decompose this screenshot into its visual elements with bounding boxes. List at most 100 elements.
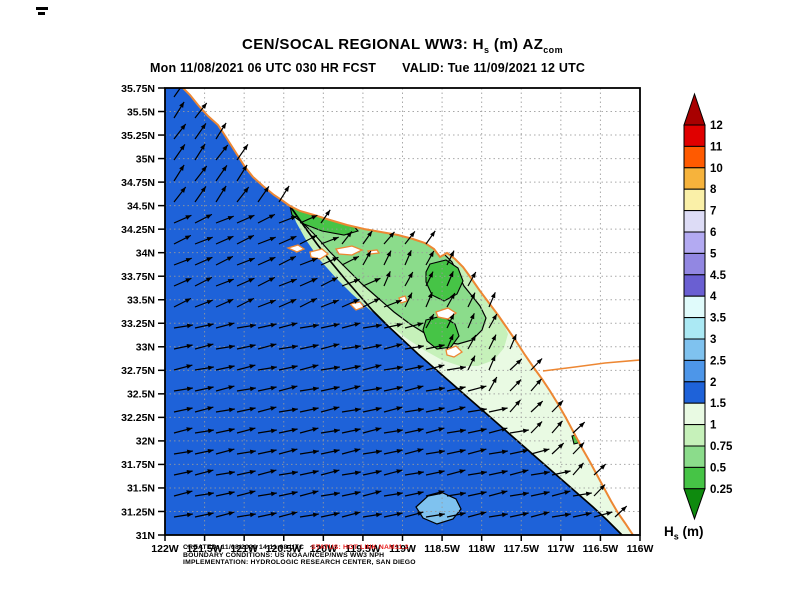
colorbar-title: Hs (m) (664, 524, 754, 542)
land-area (183, 88, 640, 535)
colorbar: 12 11 10 8 7 6 5 4.5 4 3.5 3 2.5 2 1.5 1 0.75 0.5 0.25 (683, 92, 733, 521)
lon-tick-label: 121.5W (186, 543, 222, 555)
lat-tick-label: 31.5N (127, 483, 155, 495)
hs-region-0p25m (425, 259, 464, 302)
lat-tick-label: 33N (136, 342, 155, 354)
lat-tick-label: 32N (136, 436, 155, 448)
colorbar-label: 7 (710, 206, 716, 218)
footer-line-2: BOUNDARY CONDITIONS: US NOAA/NCEP/NWS WW… (183, 552, 416, 560)
map-layers (165, 88, 640, 535)
forecast-time-line: Mon 11/08/2021 06 UTC 030 HR FCST VALID: … (150, 61, 585, 75)
colorbar-title-unit: (m) (678, 524, 704, 539)
lat-tick-label: 33.25N (121, 318, 155, 330)
corner-mark-bar (36, 7, 48, 10)
colorbar-label: 0.25 (710, 484, 733, 496)
colorbar-label: 8 (710, 184, 717, 196)
implementation-label: IMPLEMENTATION: HYDROLOGIC RESEARCH CENT… (183, 559, 416, 567)
lon-tick-label: 117.5W (503, 543, 539, 555)
lon-tick-label: 118W (468, 543, 495, 555)
colorbar-cell (683, 167, 706, 190)
colorbar-label: 1.5 (710, 398, 727, 410)
channel-islands (286, 244, 464, 358)
lon-tick-label: 119W (389, 543, 416, 555)
map-axes: 35.75N 35.5N 35.25N 35N 34.75N 34.5N 34.25N 34N… (121, 83, 653, 555)
lon-tick-label: 116.5W (583, 543, 619, 555)
lon-tick-label: 118.5W (424, 543, 460, 555)
lat-tick-label: 32.5N (127, 389, 155, 401)
status-label: STATUS: HOT LINK NAM11.2 (311, 544, 409, 551)
lat-tick-label: 33.5N (127, 295, 155, 307)
lon-tick-label: 116W (627, 543, 654, 555)
lat-tick-label: 32.25N (121, 412, 155, 424)
colorbar-cell (683, 338, 706, 361)
us-mexico-border (542, 359, 640, 372)
colorbar-arrow-top (683, 92, 706, 126)
lat-tick-label: 35.75N (121, 83, 155, 95)
colorbar-label: 0.5 (710, 462, 727, 474)
island (334, 245, 364, 256)
colorbar-label: 11 (710, 141, 723, 153)
colorbar-label: 3.5 (710, 313, 727, 325)
colorbar-label: 6 (710, 227, 716, 239)
colorbar-arrow-bottom (683, 488, 706, 521)
colorbar-cell (683, 445, 706, 468)
lat-tick-label: 31.25N (121, 506, 155, 518)
lon-tick-label: 120.5W (266, 543, 302, 555)
lon-tick-label: 121W (230, 543, 258, 555)
colorbar-label: 4.5 (710, 270, 727, 282)
colorbar-label: 2.5 (710, 355, 727, 367)
created-label: CREATED: 11/08/2021 14:11:08 UTC (183, 544, 305, 551)
footer-line-3: IMPLEMENTATION: HYDROLOGIC RESEARCH CENT… (183, 559, 416, 567)
lat-tick-label: 34.75N (121, 177, 155, 189)
lat-tick-label: 34N (136, 247, 155, 259)
lat-tick-label: 35N (136, 153, 155, 165)
plot-corner-mark (36, 6, 52, 18)
colorbar-label: 10 (710, 163, 723, 175)
lat-tick-label: 31N (136, 530, 155, 542)
colorbar-label: 2 (710, 377, 716, 389)
colorbar-cell (683, 188, 706, 212)
colorbar-title-sub: s (673, 531, 679, 542)
colorbar-cell (683, 274, 706, 297)
island (398, 295, 408, 304)
colorbar-label: 12 (710, 120, 723, 132)
lat-tick-label: 31.75N (121, 459, 155, 471)
colorbar-cell (683, 295, 706, 319)
title-sub-az: com (543, 45, 563, 55)
title-units: (m) AZ (489, 36, 544, 53)
lat-tick-label: 34.5N (127, 200, 155, 212)
boundary-conditions-label: BOUNDARY CONDITIONS: US NOAA/NCEP/NWS WW… (183, 551, 385, 559)
lat-tick-label: 35.25N (121, 130, 155, 142)
colorbar-cell (683, 210, 706, 233)
title-main: CEN/SOCAL REGIONAL WW3: H (242, 36, 484, 53)
colorbar-cell (683, 252, 706, 276)
corner-mark-bar (38, 12, 45, 15)
page-title: CEN/SOCAL REGIONAL WW3: Hs (m) AZcom (165, 36, 640, 55)
colorbar-label: 1 (710, 420, 717, 432)
island (286, 244, 306, 253)
wave-direction-arrows (173, 88, 628, 518)
lat-tick-label: 34.25N (121, 224, 155, 236)
colorbar-label: 3 (710, 334, 716, 346)
colorbar-cell (683, 145, 706, 169)
colorbar-label: 0.75 (710, 441, 733, 453)
colorbar-cell (683, 124, 706, 147)
island (445, 345, 464, 358)
island (309, 248, 330, 260)
colorbar-cell (683, 381, 706, 404)
colorbar-cell (683, 359, 706, 383)
colorbar-cell (683, 424, 706, 447)
run-time-label: Mon 11/08/2021 06 UTC 030 HR FCST (150, 61, 377, 75)
arrow-shafts (173, 88, 628, 518)
lon-tick-label: 122W (151, 543, 179, 555)
colorbar-cell (683, 466, 706, 490)
colorbar-title-h: H (664, 524, 674, 539)
colorbar-cell (683, 231, 706, 254)
lon-tick-label: 117W (547, 543, 574, 555)
title-sub-s: s (483, 45, 490, 55)
colorbar-cell (683, 402, 706, 426)
colorbar-label: 4 (710, 291, 717, 303)
colorbar-label: 5 (710, 248, 717, 260)
lat-tick-label: 32.75N (121, 365, 155, 377)
